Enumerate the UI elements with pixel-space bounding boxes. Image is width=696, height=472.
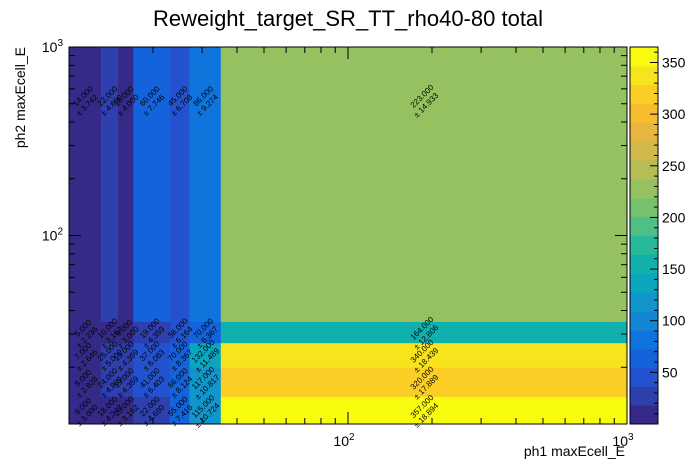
y-tick-label: 103 (42, 38, 64, 55)
colorbar-tick-label: 250 (662, 158, 686, 174)
x-tick-base: 10 (612, 433, 628, 449)
colorbar-segment (630, 310, 658, 331)
colorbar-segment (630, 216, 658, 236)
x-tick-label: 102 (333, 432, 355, 449)
colorbar-segment (630, 84, 658, 105)
colorbar-segment (630, 141, 658, 161)
colorbar-tick-label: 100 (662, 313, 686, 329)
heatmap-cell (100, 47, 119, 322)
heatmap-cell (100, 396, 119, 425)
heatmap-cells (69, 47, 628, 425)
colorbar-segment (630, 292, 658, 312)
colorbar-tick-label: 50 (662, 364, 678, 380)
x-axis-ticks: 102 103 (68, 47, 634, 449)
colorbar (630, 47, 658, 425)
heatmap-cell (220, 342, 628, 368)
heatmap-cell (189, 396, 222, 425)
heatmap-cell (189, 342, 222, 368)
colorbar-segment (630, 348, 658, 368)
colorbar-segment (630, 329, 658, 350)
colorbar-segment (630, 122, 658, 142)
colorbar-segment (630, 386, 658, 406)
heatmap-cell (118, 321, 134, 344)
y-tick-base: 10 (42, 228, 58, 244)
heatmap-cell (169, 342, 190, 368)
heatmap-cell (220, 367, 628, 397)
heatmap-cell (220, 321, 628, 344)
colorbar-segment (630, 178, 658, 199)
heatmap-cell (189, 47, 222, 322)
y-axis-label: ph2 maxEcell_E (12, 47, 28, 148)
x-tick-label: 103 (612, 432, 634, 449)
colorbar-tick-label: 300 (662, 106, 686, 122)
heatmap-cell (69, 47, 102, 322)
colorbar-segment (630, 103, 658, 123)
colorbar-frame (629, 46, 659, 425)
heatmap-cell (220, 396, 628, 425)
colorbar-ticks: 50 100 150 200 250 300 350 (650, 51, 686, 415)
colorbar-segment (630, 160, 658, 180)
heatmap-cell (118, 342, 134, 368)
heatmap-cell (118, 367, 134, 397)
colorbar-tick-label: 350 (662, 54, 686, 70)
colorbar-segment (630, 65, 658, 86)
heatmap-cell (220, 47, 628, 322)
colorbar-segment (630, 254, 658, 274)
y-tick-exponent: 3 (57, 38, 63, 49)
heatmap-cell (133, 396, 171, 425)
heatmap-cell (69, 342, 102, 368)
heatmap-cell (100, 342, 119, 368)
y-tick-exponent: 2 (57, 227, 63, 238)
colorbar-segment (630, 273, 658, 293)
heatmap-cell (189, 367, 222, 397)
x-tick-exponent: 2 (349, 432, 355, 443)
heatmap-cell (189, 321, 222, 344)
heatmap-cell (169, 396, 190, 425)
y-tick-label: 102 (42, 227, 64, 244)
heatmap-cell (118, 396, 134, 425)
heatmap-cell (133, 367, 171, 397)
x-tick-base: 10 (333, 433, 349, 449)
colorbar-segment (630, 47, 658, 67)
heatmap-cell (133, 321, 171, 344)
colorbar-segment (630, 197, 658, 218)
heatmap-cell (169, 47, 190, 322)
colorbar-segment (630, 405, 658, 425)
colorbar-tick-label: 200 (662, 209, 686, 225)
colorbar-tick-label: 150 (662, 261, 686, 277)
heatmap-cell (118, 47, 134, 322)
heatmap-cell (169, 367, 190, 397)
heatmap-cell (69, 367, 102, 397)
x-axis-label: ph1 maxEcell_E (524, 443, 625, 459)
heatmap-cell (100, 321, 119, 344)
heatmap-cell (69, 321, 102, 344)
heatmap-cell (133, 47, 171, 322)
colorbar-segment (630, 235, 658, 255)
heatmap-cell (169, 321, 190, 344)
heatmap-cell (133, 342, 171, 368)
colorbar-segment (630, 367, 658, 387)
chart-title: Reweight_target_SR_TT_rho40-80 total (153, 6, 543, 31)
y-tick-base: 10 (42, 39, 58, 55)
heatmap-cell (100, 367, 119, 397)
heatmap-cell (69, 396, 102, 425)
x-tick-exponent: 3 (628, 432, 634, 443)
